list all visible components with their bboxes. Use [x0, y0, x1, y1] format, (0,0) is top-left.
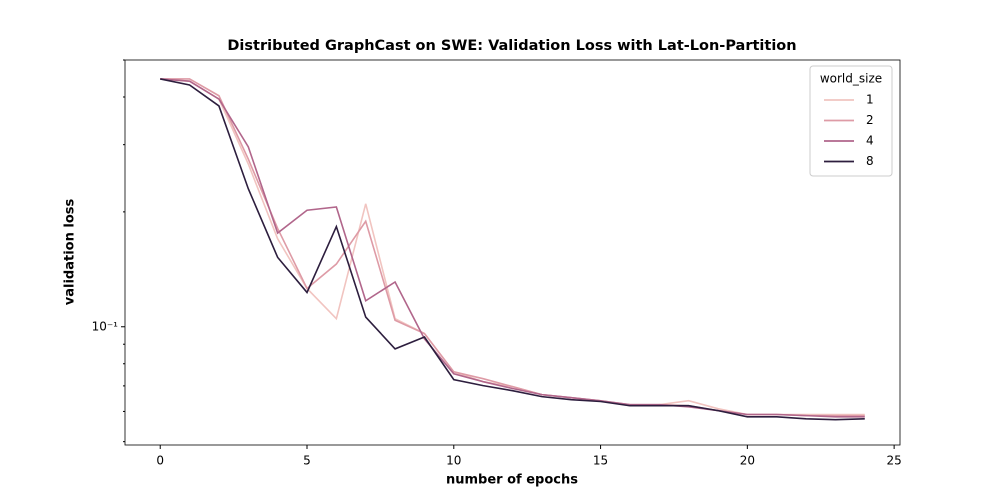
series-line: [160, 78, 865, 421]
x-axis-label: number of epochs: [446, 473, 578, 488]
legend-title: world_size: [820, 72, 882, 86]
y-axis-label: validation loss: [63, 198, 78, 305]
chart-title: Distributed GraphCast on SWE: Validation…: [227, 38, 796, 54]
plot-frame: [124, 59, 901, 446]
x-tick-label: 15: [593, 454, 608, 468]
x-tick-label: 5: [303, 454, 311, 468]
x-tick-label: 20: [740, 454, 755, 468]
legend-label: 8: [866, 154, 874, 168]
y-tick-label: 10⁻¹: [92, 319, 119, 333]
x-tick-label: 0: [156, 454, 164, 468]
x-tick-label: 25: [886, 454, 901, 468]
series-line: [160, 78, 865, 418]
legend-label: 1: [866, 93, 874, 107]
legend-label: 4: [866, 134, 874, 148]
x-tick-label: 10: [446, 454, 461, 468]
legend-label: 2: [866, 113, 874, 127]
series-line: [160, 78, 865, 416]
series-line: [160, 78, 865, 417]
